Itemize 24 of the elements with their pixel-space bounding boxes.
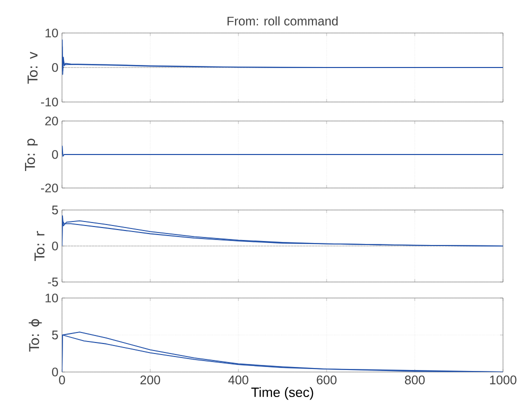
y-axis-title: To: p bbox=[25, 138, 38, 172]
x-tick-label: 800 bbox=[404, 376, 425, 384]
y-tick-label: 0 bbox=[52, 242, 58, 250]
y-tick-label: 0 bbox=[52, 150, 58, 159]
y-axis-title: To: v bbox=[28, 52, 38, 84]
y-tick-label: 10 bbox=[46, 28, 58, 38]
y-tick-label: 5 bbox=[52, 330, 58, 340]
y-tick-label: 0 bbox=[52, 368, 58, 376]
y-tick-label: 0 bbox=[52, 63, 58, 72]
y-tick-label: -10 bbox=[41, 98, 58, 106]
x-tick-label: 200 bbox=[140, 376, 160, 384]
y-tick-label: 10 bbox=[46, 294, 58, 302]
y-tick-label: -20 bbox=[41, 184, 58, 192]
y-axis-title: To: ϕ bbox=[28, 319, 42, 352]
y-tick-label: 20 bbox=[45, 116, 58, 126]
x-tick-label: 600 bbox=[316, 376, 336, 384]
x-tick-label: 0 bbox=[59, 376, 65, 384]
x-tick-label: 1000 bbox=[490, 376, 516, 384]
chart-title: From: roll command bbox=[228, 16, 338, 26]
y-tick-label: 5 bbox=[52, 206, 58, 214]
x-axis-title: Time (sec) bbox=[251, 387, 314, 400]
x-tick-label: 400 bbox=[228, 376, 248, 384]
y-tick-label: -5 bbox=[48, 278, 58, 286]
y-axis-title: To: r bbox=[34, 231, 45, 262]
